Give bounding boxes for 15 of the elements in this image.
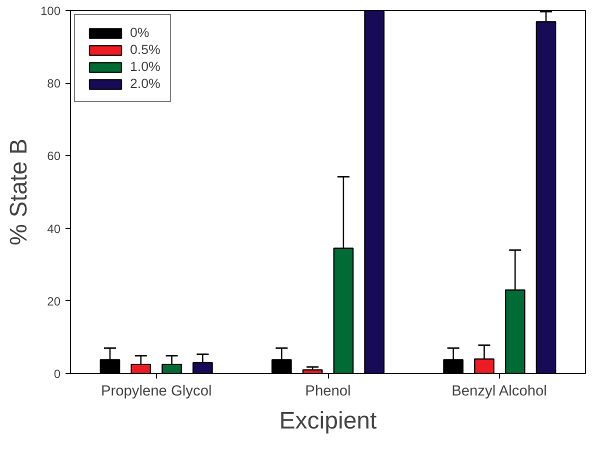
x-tick-label: Propylene Glycol — [100, 384, 212, 400]
y-tick-label: 40 — [47, 222, 61, 236]
legend-label: 0% — [130, 25, 150, 40]
y-tick-label: 80 — [47, 76, 61, 91]
y-tick-label: 20 — [47, 294, 61, 308]
y-axis-title: % State B — [5, 138, 32, 246]
legend-label: 1.0% — [130, 59, 160, 74]
y-tick-label: 100 — [40, 4, 61, 18]
x-tick-label: Benzyl Alcohol — [452, 384, 547, 400]
legend-label: 0.5% — [130, 42, 160, 57]
y-tick-label: 0 — [54, 367, 61, 381]
x-axis-title: Excipient — [279, 408, 378, 434]
x-tick-label: Phenol — [305, 384, 351, 400]
legend-label: 2.0% — [130, 76, 160, 91]
y-tick-label: 60 — [47, 149, 61, 164]
